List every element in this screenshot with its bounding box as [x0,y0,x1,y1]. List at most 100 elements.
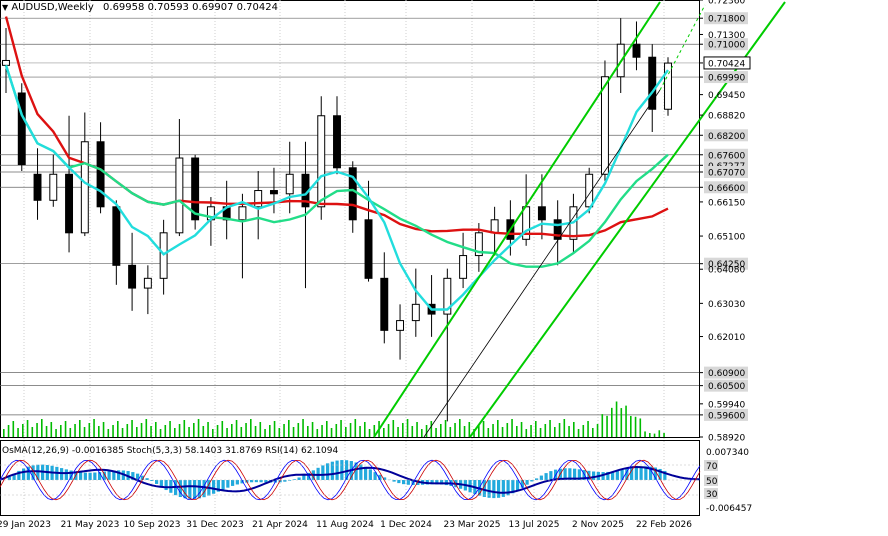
osma-bar [340,460,343,480]
volume-bar [578,429,580,437]
volume-bar [364,422,366,437]
volume-bar [260,422,262,437]
volume-bar [122,428,124,437]
volume-bar [288,420,290,437]
volume-bar [51,422,53,437]
osma-bar [255,480,258,482]
candle-body [665,63,672,109]
volume-bar [84,427,86,437]
volume-bars [3,402,665,437]
volume-bar [469,422,471,437]
osma-bar [402,480,405,484]
volume-bar [340,420,342,437]
volume-bar [174,428,176,437]
osma-bar [397,480,400,483]
osma-bar [231,480,234,486]
volume-bar [431,421,433,437]
osma-bar [630,468,633,480]
osma-bar [616,471,619,480]
osma-bar [526,480,529,485]
volume-bar [146,419,148,437]
volume-bar [440,424,442,437]
price-axis: 0.723600.718000.713000.710000.704240.699… [699,0,750,444]
volume-bar [644,431,646,437]
price-tick-label: 0.71000 [708,41,745,51]
time-tick-label: 11 Aug 2024 [316,520,374,530]
price-tick-label: 0.69990 [708,74,745,84]
volume-bar [203,426,205,437]
volume-bar [160,429,162,437]
volume-bar [350,423,352,437]
candle-body [286,174,293,194]
price-tick-label: 0.68820 [708,112,745,122]
volume-bar [331,428,333,437]
price-tick-label: 0.65100 [708,233,745,243]
price-tick-label: 0.70424 [708,59,745,69]
volume-bar [630,416,632,437]
osma-bar [79,472,82,480]
price-tick-label: 0.72360 [708,0,745,7]
volume-bar [217,425,219,437]
candle-body [412,304,419,320]
volume-bar [150,426,152,437]
volume-bar [663,433,665,437]
osma-bar [250,480,253,482]
osc-tick-label: 70 [706,462,718,472]
volume-bar [559,423,561,437]
volume-bar [41,419,43,437]
volume-bar [32,427,34,437]
volume-bar [502,427,504,437]
volume-bar [450,427,452,437]
candle-body [97,142,104,207]
osma-bar [540,476,543,480]
candle-body [34,174,41,200]
volume-bar [226,428,228,437]
osma-bar [260,480,263,482]
price-tick-label: 0.60900 [708,369,745,379]
candle-body [66,174,73,233]
osma-bar [108,471,111,480]
volume-bar [526,429,528,437]
volume-bar [483,421,485,437]
volume-bar [573,422,575,437]
volume-bar [492,424,494,437]
candle-body [365,220,372,279]
osma-bar [36,465,39,480]
volume-bar [317,429,319,437]
volume-bar [250,419,252,437]
volume-bar [435,428,437,437]
volume-bar [46,426,48,437]
volume-bar [621,408,623,437]
osc-tick-label: 30 [706,490,718,500]
volume-bar [611,408,613,437]
osma-bar [198,480,201,498]
volume-bar [298,423,300,437]
volume-bar [231,424,233,437]
time-tick-label: 22 Feb 2026 [636,520,692,530]
volume-bar [659,430,661,437]
volume-bar [207,422,209,437]
volume-bar [426,425,428,437]
time-tick-label: 10 Sep 2023 [123,520,180,530]
osma-bar [203,480,206,497]
volume-bar [412,426,414,437]
time-tick-label: 29 Jan 2023 [0,520,51,530]
candle-body [601,77,608,175]
volume-bar [583,425,585,437]
osma-bar [298,477,301,480]
osma-bar [492,480,495,498]
volume-bar [459,419,461,437]
osma-bar [549,471,552,480]
volume-bar [597,424,599,437]
volume-bar [507,423,509,437]
symbol-timeframe: AUDUSD,Weekly [11,2,94,13]
symbol-arrow-icon: ▼ [2,3,8,12]
volume-bar [416,422,418,437]
osma-bar [302,475,305,480]
volume-bar [169,421,171,437]
price-tick-label: 0.71800 [708,15,745,25]
volume-bar [359,426,361,437]
candle-body [239,207,246,220]
